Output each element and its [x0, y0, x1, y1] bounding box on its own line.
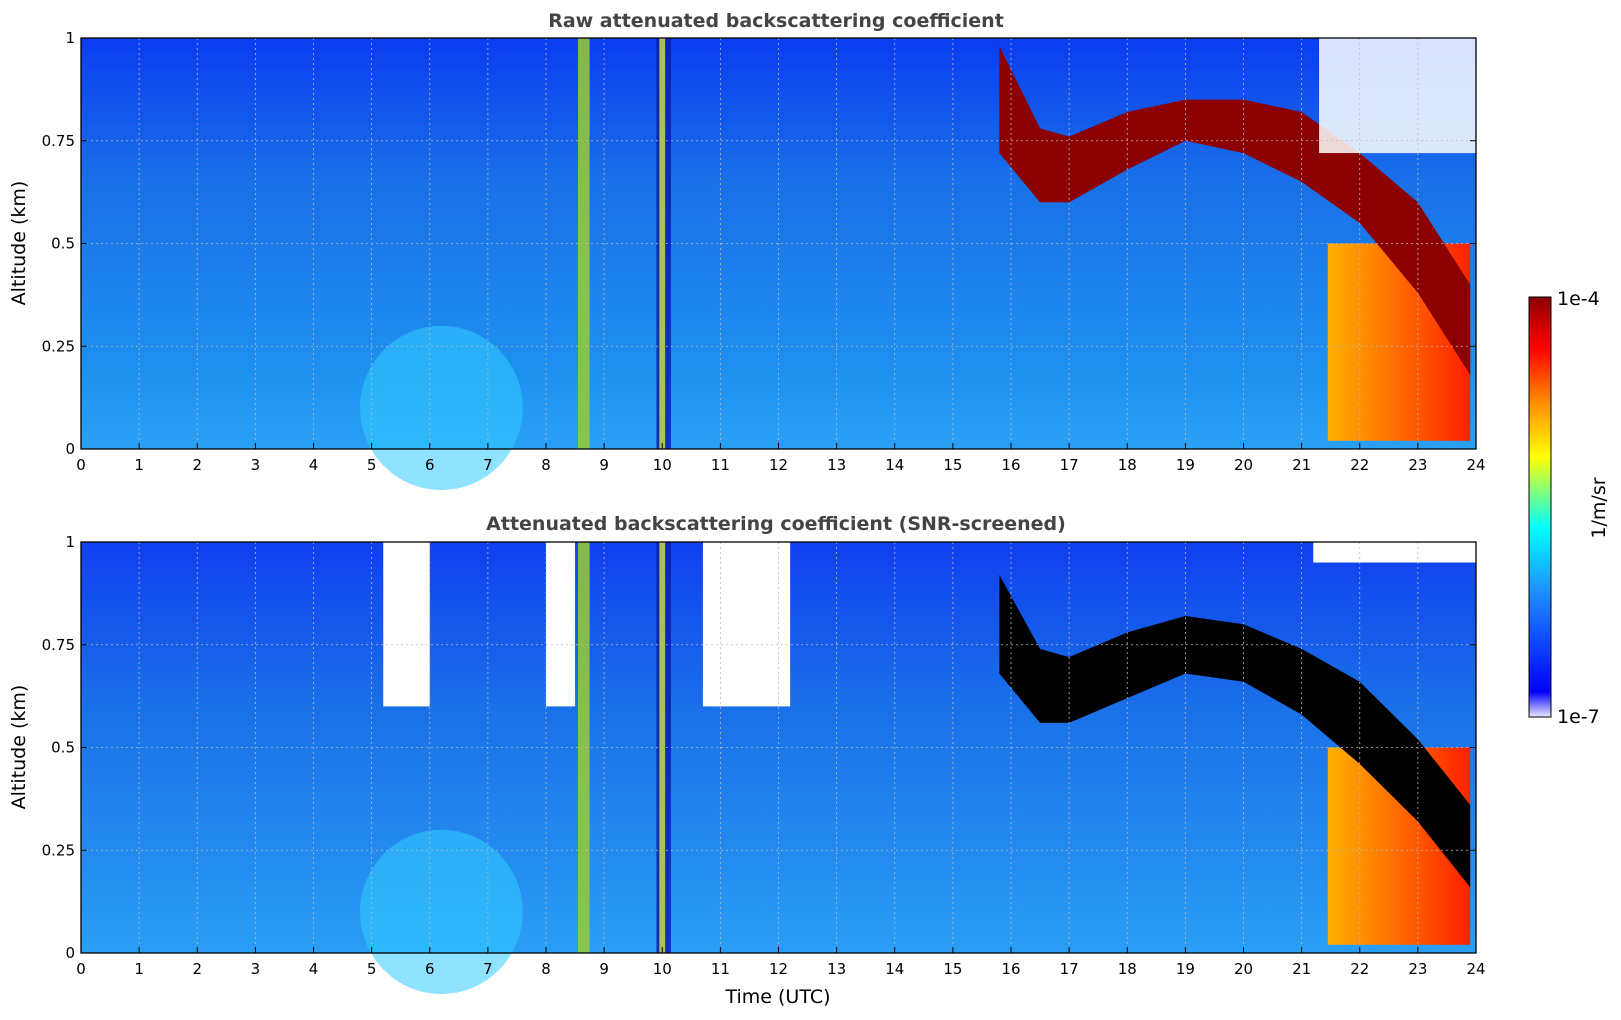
x-tick-label: 11	[711, 456, 730, 474]
x-tick-label: 19	[1176, 960, 1195, 978]
panel-raw-grid	[81, 38, 1476, 449]
y-tick-label: 0	[65, 440, 75, 458]
panel-raw-title: Raw attenuated backscattering coefficien…	[548, 10, 1004, 32]
colorbar-unit-label: 1/m/sr	[1588, 477, 1610, 538]
y-tick-label: 0.5	[51, 739, 75, 757]
y-tick-label: 1	[65, 533, 75, 551]
x-tick-label: 24	[1466, 456, 1485, 474]
x-tick-label: 6	[425, 960, 435, 978]
x-tick-label: 2	[192, 456, 202, 474]
x-tick-label: 11	[711, 960, 730, 978]
y-tick-label: 0.5	[51, 235, 75, 253]
panel-screened-y-ticks: 0 0.25 0.5 0.75 1	[42, 533, 1476, 962]
x-tick-label: 0	[76, 456, 86, 474]
x-tick-label: 6	[425, 456, 435, 474]
x-tick-label: 10	[653, 960, 672, 978]
panel-screened-x-ticks: 0 1 2 3 4 5 6 7 8 9 10 11 12 13 14 15 16 17 18 19 20 21 22 23 24	[76, 947, 1486, 978]
panel-raw-x-ticks: 0 1 2 3 4 5 6 7 8 9 10 11 12 13 14 15 16 17 18 19 20 21 22 23 24	[76, 443, 1486, 474]
panel-screened: Attenuated backscattering coefficient (S…	[8, 513, 1486, 1008]
x-tick-label: 22	[1350, 960, 1369, 978]
y-tick-label: 0.25	[42, 337, 75, 355]
x-tick-label: 22	[1350, 456, 1369, 474]
x-tick-label: 7	[483, 960, 493, 978]
x-tick-label: 7	[483, 456, 493, 474]
panel-screened-grid	[81, 542, 1476, 953]
x-tick-label: 15	[943, 456, 962, 474]
x-tick-label: 17	[1060, 960, 1079, 978]
x-tick-label: 23	[1408, 960, 1427, 978]
panel-screened-xlabel: Time (UTC)	[724, 986, 830, 1008]
aerosol-haze	[360, 325, 523, 491]
noise-free-region	[1319, 38, 1476, 154]
colorbar-min-label: 1e-7	[1557, 706, 1600, 728]
x-tick-label: 13	[827, 456, 846, 474]
panel-raw-y-ticks: 0 0.25 0.5 0.75 1	[42, 29, 1476, 458]
x-tick-label: 2	[192, 960, 202, 978]
x-tick-label: 1	[134, 960, 144, 978]
y-tick-label: 0	[65, 944, 75, 962]
colorbar: 1e-4 1e-7 1/m/sr	[1528, 288, 1610, 728]
x-tick-label: 20	[1234, 456, 1253, 474]
x-tick-label: 12	[769, 456, 788, 474]
x-tick-label: 18	[1118, 960, 1137, 978]
masked-region	[546, 542, 576, 707]
panel-raw-ylabel: Altitude (km)	[8, 181, 30, 306]
x-tick-label: 10	[653, 456, 672, 474]
panel-screened-title: Attenuated backscattering coefficient (S…	[486, 513, 1066, 535]
x-tick-label: 9	[599, 960, 609, 978]
cloud-layer	[999, 46, 1471, 376]
x-tick-label: 13	[827, 960, 846, 978]
x-tick-label: 23	[1408, 456, 1427, 474]
aerosol-haze	[360, 829, 523, 995]
x-tick-label: 3	[251, 456, 261, 474]
colorbar-gradient	[1528, 296, 1552, 718]
x-tick-label: 4	[309, 960, 319, 978]
x-tick-label: 8	[541, 456, 551, 474]
y-tick-label: 1	[65, 29, 75, 47]
x-tick-label: 17	[1060, 456, 1079, 474]
x-tick-label: 24	[1466, 960, 1485, 978]
x-tick-label: 16	[1001, 456, 1020, 474]
masked-region	[1313, 542, 1476, 563]
x-tick-label: 8	[541, 960, 551, 978]
panel-screened-ylabel: Altitude (km)	[8, 685, 30, 810]
x-tick-label: 16	[1001, 960, 1020, 978]
y-tick-label: 0.25	[42, 841, 75, 859]
x-tick-label: 9	[599, 456, 609, 474]
y-tick-label: 0.75	[42, 132, 75, 150]
x-tick-label: 12	[769, 960, 788, 978]
masked-region	[383, 542, 430, 707]
x-tick-label: 14	[885, 960, 904, 978]
vertical-streak	[577, 542, 590, 953]
x-tick-label: 4	[309, 456, 319, 474]
x-tick-label: 0	[76, 960, 86, 978]
x-tick-label: 20	[1234, 960, 1253, 978]
x-tick-label: 5	[367, 456, 377, 474]
x-tick-label: 3	[251, 960, 261, 978]
x-tick-label: 21	[1292, 960, 1311, 978]
masked-region	[702, 542, 791, 707]
panel-raw: Raw attenuated backscattering coefficien…	[8, 10, 1486, 491]
x-tick-label: 15	[943, 960, 962, 978]
x-tick-label: 5	[367, 960, 377, 978]
x-tick-label: 14	[885, 456, 904, 474]
y-tick-label: 0.75	[42, 636, 75, 654]
screened-cloud-core	[999, 574, 1471, 888]
x-tick-label: 19	[1176, 456, 1195, 474]
x-tick-label: 21	[1292, 456, 1311, 474]
vertical-streak	[577, 38, 590, 449]
x-tick-label: 18	[1118, 456, 1137, 474]
colorbar-max-label: 1e-4	[1557, 288, 1600, 310]
x-tick-label: 1	[134, 456, 144, 474]
